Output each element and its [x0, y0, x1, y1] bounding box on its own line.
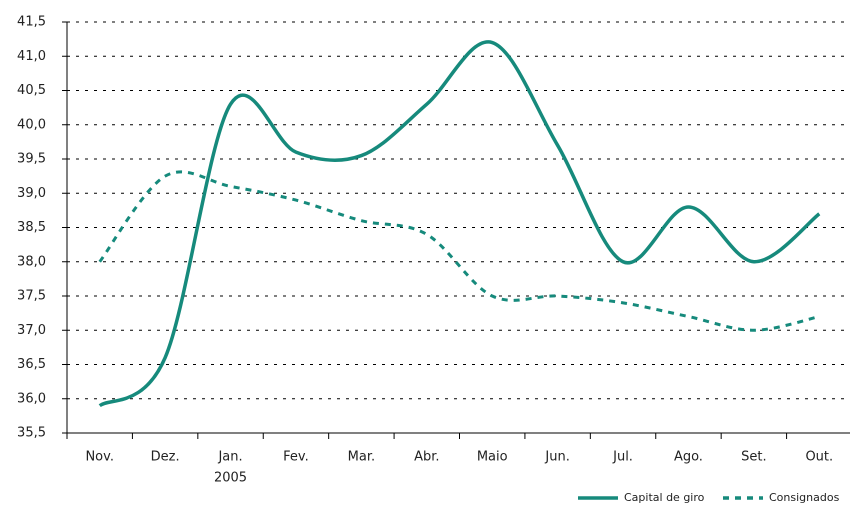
x-tick-label: Maio [477, 450, 508, 465]
legend-label: Capital de giro [624, 491, 705, 504]
x-tick-label: Jun. [544, 450, 569, 465]
y-tick-label: 36,5 [17, 357, 46, 372]
y-tick-label: 36,0 [17, 391, 46, 406]
y-tick-label: 37,0 [17, 323, 46, 338]
x-tick-label: Mar. [348, 450, 375, 465]
y-tick-label: 35,5 [17, 426, 46, 441]
x-tick-label: Jul. [612, 450, 633, 465]
y-tick-label: 40,0 [17, 117, 46, 132]
x-tick-label: Nov. [85, 450, 114, 465]
legend-label: Consignados [769, 491, 840, 504]
x-tick-label: Dez. [151, 450, 180, 465]
y-tick-label: 38,0 [17, 254, 46, 269]
series-line [98, 40, 821, 408]
y-tick-label: 39,0 [17, 186, 46, 201]
y-tick-label: 41,0 [17, 49, 46, 64]
x-tick-label: Jan. [217, 450, 242, 465]
year-note: 2005 [214, 471, 247, 486]
x-tick-label: Ago. [674, 450, 703, 465]
y-tick-label: 41,5 [17, 15, 46, 30]
y-tick-label: 40,5 [17, 83, 46, 98]
y-tick-label: 39,5 [17, 152, 46, 167]
series-line [98, 170, 820, 332]
x-tick-label: Out. [805, 450, 833, 465]
y-tick-label: 38,5 [17, 220, 46, 235]
x-tick-label: Fev. [283, 450, 309, 465]
x-tick-label: Abr. [414, 450, 439, 465]
x-tick-label: Set. [741, 450, 766, 465]
y-tick-label: 37,5 [17, 289, 46, 304]
